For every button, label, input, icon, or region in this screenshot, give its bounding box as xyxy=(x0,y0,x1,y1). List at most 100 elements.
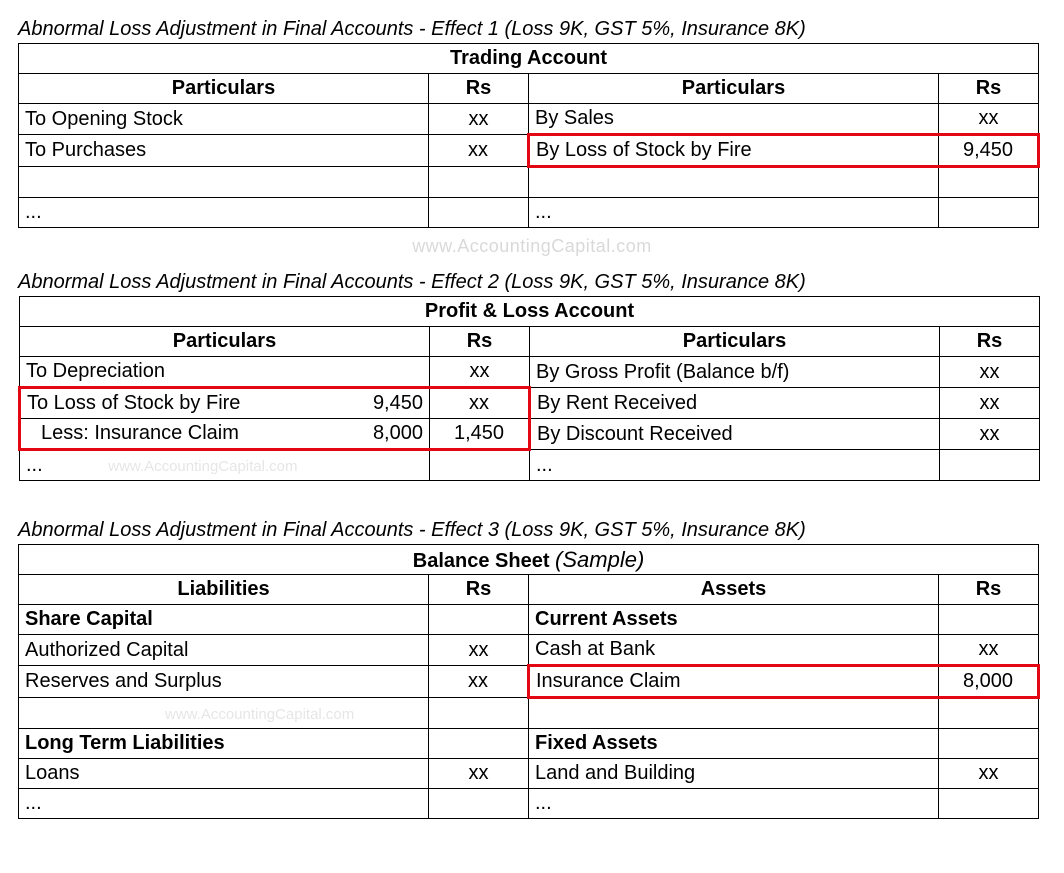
table-row xyxy=(19,167,1039,198)
cell-highlight: 9,450 xyxy=(939,135,1039,167)
cell: By Sales xyxy=(529,104,939,135)
cell: Share Capital xyxy=(19,605,429,635)
cell: xx xyxy=(939,104,1039,135)
cell xyxy=(939,198,1039,228)
table-row: To Loss of Stock by Fire 9,450 xx By Ren… xyxy=(20,388,1040,419)
cell-highlight: Insurance Claim xyxy=(529,666,939,698)
cell: Long Term Liabilities xyxy=(19,729,429,759)
cell: Authorized Capital xyxy=(19,635,429,666)
cell-amt: 9,450 xyxy=(373,392,423,415)
cell: ... www.AccountingCapital.com xyxy=(20,450,430,481)
cell xyxy=(529,698,939,729)
bs-subtitle: (Sample) xyxy=(555,547,644,572)
cell-label: ... xyxy=(26,454,43,476)
trading-title: Trading Account xyxy=(19,44,1039,74)
table-row: www.AccountingCapital.com xyxy=(19,698,1039,729)
cell xyxy=(429,198,529,228)
th-assets: Assets xyxy=(529,575,939,605)
bs-caption: Abnormal Loss Adjustment in Final Accoun… xyxy=(18,519,1046,542)
cell: Fixed Assets xyxy=(529,729,939,759)
th-rs-r: Rs xyxy=(939,575,1039,605)
cell: xx xyxy=(940,419,1040,450)
cell: xx xyxy=(429,104,529,135)
th-rs-l: Rs xyxy=(429,74,529,104)
watermark: www.AccountingCapital.com xyxy=(18,236,1046,257)
bs-table: Balance Sheet (Sample) Liabilities Rs As… xyxy=(18,544,1040,819)
bs-title: Balance Sheet (Sample) xyxy=(19,545,1039,575)
bs-title-text: Balance Sheet xyxy=(413,550,550,572)
table-row: Share Capital Current Assets xyxy=(19,605,1039,635)
cell: ... xyxy=(19,198,429,228)
cell xyxy=(19,167,429,198)
pl-title: Profit & Loss Account xyxy=(20,297,1040,327)
table-row: Long Term Liabilities Fixed Assets xyxy=(19,729,1039,759)
th-particulars-r: Particulars xyxy=(529,74,939,104)
cell-label: Less: Insurance Claim xyxy=(27,422,239,445)
cell xyxy=(430,450,530,481)
cell: xx xyxy=(429,635,529,666)
th-particulars-l: Particulars xyxy=(20,327,430,357)
th-rs-r: Rs xyxy=(939,74,1039,104)
cell: ... xyxy=(529,198,939,228)
table-row: Authorized Capital xx Cash at Bank xx xyxy=(19,635,1039,666)
cell: ... xyxy=(529,789,939,819)
table-row: Loans xx Land and Building xx xyxy=(19,759,1039,789)
th-particulars-l: Particulars xyxy=(19,74,429,104)
cell xyxy=(529,167,939,198)
cell: xx xyxy=(429,135,529,167)
trading-caption: Abnormal Loss Adjustment in Final Accoun… xyxy=(18,18,1046,41)
cell-highlight: xx xyxy=(430,388,530,419)
cell: Reserves and Surplus xyxy=(19,666,429,698)
th-particulars-r: Particulars xyxy=(530,327,940,357)
table-row: Reserves and Surplus xx Insurance Claim … xyxy=(19,666,1039,698)
cell: xx xyxy=(429,759,529,789)
th-rs-r: Rs xyxy=(940,327,1040,357)
cell: To Opening Stock xyxy=(19,104,429,135)
th-rs-l: Rs xyxy=(430,327,530,357)
cell: By Rent Received xyxy=(530,388,940,419)
cell-label: To Loss of Stock by Fire xyxy=(27,392,240,415)
cell xyxy=(939,167,1039,198)
cell-highlight: 8,000 xyxy=(939,666,1039,698)
table-row: ... www.AccountingCapital.com ... xyxy=(20,450,1040,481)
trading-table: Trading Account Particulars Rs Particula… xyxy=(18,43,1040,228)
cell xyxy=(429,729,529,759)
cell: xx xyxy=(939,759,1039,789)
cell xyxy=(429,698,529,729)
cell: xx xyxy=(939,635,1039,666)
table-row: ... ... xyxy=(19,198,1039,228)
watermark-inline: www.AccountingCapital.com xyxy=(165,706,354,723)
cell xyxy=(429,789,529,819)
cell: ... xyxy=(530,450,940,481)
th-liabilities: Liabilities xyxy=(19,575,429,605)
cell-highlight: Less: Insurance Claim 8,000 xyxy=(20,419,430,450)
cell: xx xyxy=(940,357,1040,388)
cell: www.AccountingCapital.com xyxy=(19,698,429,729)
cell: By Discount Received xyxy=(530,419,940,450)
cell: ... xyxy=(19,789,429,819)
cell: Current Assets xyxy=(529,605,939,635)
cell: By Gross Profit (Balance b/f) xyxy=(530,357,940,388)
cell xyxy=(939,729,1039,759)
table-row: To Purchases xx By Loss of Stock by Fire… xyxy=(19,135,1039,167)
cell xyxy=(939,789,1039,819)
cell xyxy=(940,450,1040,481)
cell: xx xyxy=(940,388,1040,419)
cell: Loans xyxy=(19,759,429,789)
cell-highlight: By Loss of Stock by Fire xyxy=(529,135,939,167)
table-row: ... ... xyxy=(19,789,1039,819)
cell-highlight: To Loss of Stock by Fire 9,450 xyxy=(20,388,430,419)
table-row: Less: Insurance Claim 8,000 1,450 By Dis… xyxy=(20,419,1040,450)
cell: To Purchases xyxy=(19,135,429,167)
cell: xx xyxy=(430,357,530,388)
cell xyxy=(939,698,1039,729)
table-row: To Depreciation xx By Gross Profit (Bala… xyxy=(20,357,1040,388)
cell: xx xyxy=(429,666,529,698)
cell-highlight: 1,450 xyxy=(430,419,530,450)
watermark-inline: www.AccountingCapital.com xyxy=(108,458,297,475)
cell: To Depreciation xyxy=(20,357,430,388)
cell: Cash at Bank xyxy=(529,635,939,666)
cell-amt: 8,000 xyxy=(373,422,423,445)
pl-caption: Abnormal Loss Adjustment in Final Accoun… xyxy=(18,271,1046,294)
table-row: To Opening Stock xx By Sales xx xyxy=(19,104,1039,135)
